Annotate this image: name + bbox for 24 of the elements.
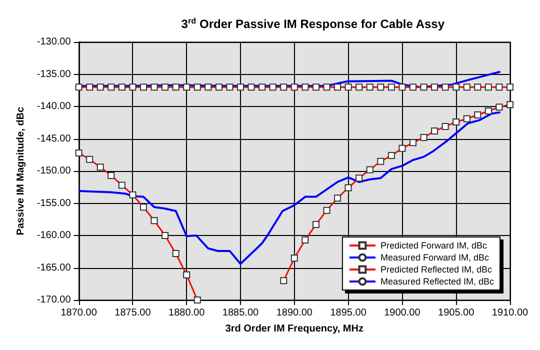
y-tick-label: -135.00 [36,68,72,80]
x-tick-label: 1905.00 [438,308,475,318]
legend-label: Predicted Forward IM, dBc [380,240,488,250]
x-tick-label: 1880.00 [168,308,206,318]
y-tick-label: -165.00 [36,262,72,274]
x-tick-label: 1900.00 [384,308,421,318]
x-axis-title: 3rd Order IM Frequency, MHz [225,324,364,334]
y-tick-label: -155.00 [36,198,72,209]
y-tick-label: -150.00 [36,166,72,176]
legend-label: Predicted Reflected IM, dBc [380,264,492,274]
y-tick-label: -170.00 [36,294,72,306]
y-tick-label: -140.00 [36,101,72,112]
x-tick-label: 1885.00 [222,308,260,318]
x-tick-label: 1910.00 [492,308,529,318]
y-tick-label: -160.00 [36,230,72,241]
x-tick-label: 1895.00 [330,308,367,318]
y-axis-title: Passive IM Magnitude, dBc [16,106,26,236]
y-tick-label: -145.00 [36,133,72,144]
legend-label: Measured Forward IM, dBc [380,252,490,262]
x-tick-label: 1890.00 [276,308,313,318]
x-tick-label: 1875.00 [114,308,152,318]
x-tick-label: 1870.00 [60,308,98,318]
y-tick-label: -130.00 [36,36,72,48]
legend-label: Measured Reflected IM, dBc [380,276,494,286]
